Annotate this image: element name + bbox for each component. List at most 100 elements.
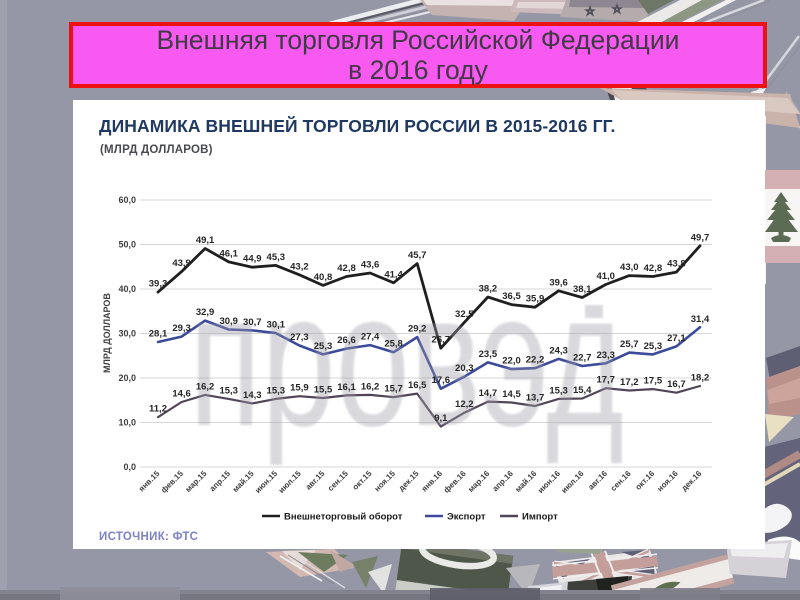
svg-text:30,1: 30,1	[267, 320, 286, 331]
svg-text:15,3: 15,3	[219, 385, 238, 396]
svg-text:июн.15: июн.15	[253, 469, 279, 495]
svg-text:32,9: 32,9	[196, 307, 215, 318]
svg-text:14,3: 14,3	[243, 390, 261, 401]
svg-text:25,3: 25,3	[644, 341, 663, 352]
svg-text:сен.15: сен.15	[326, 469, 350, 493]
svg-text:ноя.15: ноя.15	[373, 469, 398, 494]
svg-text:31,4: 31,4	[691, 314, 710, 325]
svg-text:провэд: провэд	[189, 251, 624, 466]
svg-text:16,2: 16,2	[196, 381, 215, 392]
svg-text:49,1: 49,1	[196, 235, 215, 246]
svg-text:14,5: 14,5	[502, 389, 521, 400]
svg-text:22,0: 22,0	[502, 356, 521, 367]
svg-text:22,2: 22,2	[526, 355, 545, 366]
svg-text:41,4: 41,4	[384, 269, 403, 280]
svg-text:12,2: 12,2	[455, 399, 474, 410]
svg-text:42,8: 42,8	[337, 263, 356, 274]
svg-text:27,4: 27,4	[361, 332, 380, 343]
svg-text:май.16: май.16	[513, 469, 538, 494]
svg-text:дек.16: дек.16	[680, 469, 704, 493]
svg-text:июл.16: июл.16	[560, 469, 586, 495]
svg-text:20,0: 20,0	[118, 373, 136, 383]
svg-text:Экспорт: Экспорт	[447, 512, 486, 523]
svg-text:14,7: 14,7	[479, 388, 498, 399]
svg-text:июн.16: июн.16	[536, 469, 562, 495]
svg-text:0,0: 0,0	[123, 462, 136, 472]
svg-text:50,0: 50,0	[118, 240, 136, 250]
svg-text:11,2: 11,2	[149, 404, 167, 415]
svg-text:39,6: 39,6	[549, 277, 568, 288]
svg-text:38,1: 38,1	[573, 284, 592, 295]
svg-text:39,3: 39,3	[149, 279, 168, 290]
svg-text:апр.15: апр.15	[208, 469, 233, 494]
svg-text:10,0: 10,0	[118, 418, 136, 428]
svg-text:41,0: 41,0	[596, 271, 615, 282]
svg-text:36,5: 36,5	[502, 291, 521, 302]
svg-text:авг.15: авг.15	[304, 469, 327, 492]
svg-text:16,1: 16,1	[337, 382, 356, 393]
svg-text:26,7: 26,7	[432, 335, 451, 346]
svg-text:18,2: 18,2	[691, 373, 710, 384]
svg-text:мар.16: мар.16	[466, 469, 491, 494]
svg-text:49,7: 49,7	[691, 232, 710, 243]
svg-text:15,3: 15,3	[267, 385, 286, 396]
svg-text:фев.15: фев.15	[159, 469, 185, 495]
svg-text:43,6: 43,6	[361, 260, 380, 271]
svg-text:27,3: 27,3	[290, 332, 309, 343]
svg-text:40,8: 40,8	[314, 272, 333, 283]
svg-text:17,6: 17,6	[432, 375, 451, 386]
svg-text:45,7: 45,7	[408, 250, 427, 261]
svg-text:22,7: 22,7	[573, 353, 592, 364]
svg-text:23,5: 23,5	[479, 349, 498, 360]
svg-text:30,9: 30,9	[219, 316, 238, 327]
svg-text:23,3: 23,3	[596, 350, 615, 361]
svg-text:29,2: 29,2	[408, 324, 427, 335]
svg-text:15,9: 15,9	[290, 383, 309, 394]
svg-text:окт.16: окт.16	[634, 469, 657, 492]
svg-text:43,8: 43,8	[667, 259, 686, 270]
svg-text:43,2: 43,2	[290, 261, 309, 272]
svg-text:60,0: 60,0	[118, 195, 136, 205]
svg-text:43,9: 43,9	[172, 258, 191, 269]
svg-text:фев.16: фев.16	[442, 469, 468, 495]
svg-text:мар.15: мар.15	[184, 469, 209, 494]
svg-text:30,7: 30,7	[243, 317, 261, 328]
svg-text:15,5: 15,5	[314, 385, 333, 396]
svg-text:44,9: 44,9	[243, 254, 261, 265]
svg-text:30,0: 30,0	[118, 329, 136, 339]
svg-text:Внешнеторговый оборот: Внешнеторговый оборот	[284, 512, 403, 523]
svg-text:16,5: 16,5	[408, 380, 427, 391]
svg-text:25,7: 25,7	[620, 339, 639, 350]
svg-text:28,1: 28,1	[149, 329, 168, 340]
svg-text:июл.15: июл.15	[277, 469, 303, 495]
svg-text:16,2: 16,2	[361, 381, 380, 392]
svg-text:14,6: 14,6	[172, 389, 191, 400]
svg-text:15,7: 15,7	[384, 384, 403, 395]
svg-text:38,2: 38,2	[479, 284, 498, 295]
svg-text:ноя.16: ноя.16	[655, 469, 680, 494]
svg-text:МЛРД ДОЛЛАРОВ: МЛРД ДОЛЛАРОВ	[102, 293, 112, 373]
svg-text:25,3: 25,3	[314, 341, 333, 352]
svg-text:окт.15: окт.15	[351, 469, 374, 492]
svg-text:15,3: 15,3	[549, 385, 568, 396]
svg-text:янв.15: янв.15	[137, 469, 162, 494]
svg-text:27,1: 27,1	[667, 333, 686, 344]
svg-text:янв.16: янв.16	[420, 469, 445, 494]
svg-text:авг.16: авг.16	[586, 469, 609, 492]
svg-text:17,7: 17,7	[596, 375, 615, 386]
svg-text:32,5: 32,5	[455, 309, 474, 320]
svg-text:45,3: 45,3	[267, 252, 286, 263]
svg-text:42,8: 42,8	[644, 263, 663, 274]
svg-text:17,5: 17,5	[644, 376, 663, 387]
svg-text:Импорт: Импорт	[522, 512, 558, 523]
svg-text:16,7: 16,7	[667, 379, 686, 390]
svg-text:25,8: 25,8	[384, 339, 403, 350]
svg-text:24,3: 24,3	[549, 345, 568, 356]
svg-text:46,1: 46,1	[219, 248, 238, 259]
svg-text:35,9: 35,9	[526, 294, 545, 305]
svg-text:сен.16: сен.16	[609, 469, 633, 493]
svg-text:дек.15: дек.15	[397, 469, 421, 493]
svg-text:апр.16: апр.16	[491, 469, 516, 494]
svg-text:13,7: 13,7	[526, 393, 545, 404]
svg-text:17,2: 17,2	[620, 377, 639, 388]
